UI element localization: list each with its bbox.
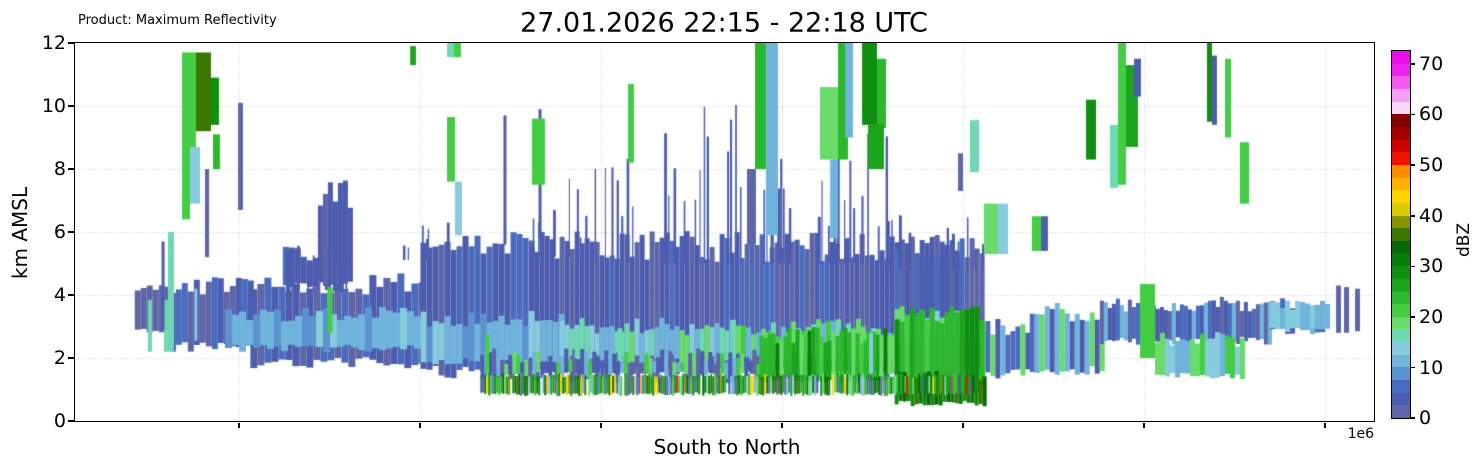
y-tick-mark: [68, 357, 74, 359]
y-tick-label: 10: [41, 95, 66, 117]
colorbar-band: [1392, 113, 1410, 127]
y-tick-mark: [68, 168, 74, 170]
colorbar-band: [1392, 176, 1410, 191]
colorbar-band: [1392, 51, 1410, 64]
y-axis-label: km AMSL: [8, 186, 32, 280]
colorbar-gradient: [1392, 51, 1410, 418]
colorbar-band: [1392, 126, 1410, 140]
colorbar-tick-label: 30: [1419, 255, 1444, 278]
colorbar-tick-label: 0: [1419, 407, 1432, 430]
y-tick-mark: [68, 42, 74, 44]
colorbar-band: [1392, 404, 1410, 418]
colorbar-band: [1392, 366, 1410, 381]
y-tick-label: 0: [53, 410, 66, 432]
colorbar-tick-label: 50: [1419, 154, 1444, 177]
colorbar-tick-mark: [1410, 164, 1415, 166]
colorbar-tick-label: 70: [1419, 52, 1444, 75]
colorbar-band: [1392, 139, 1410, 153]
colorbar-tick-mark: [1410, 265, 1415, 268]
x-tick-mark: [781, 423, 783, 428]
x-tick-mark: [238, 423, 240, 428]
colorbar-band: [1392, 392, 1410, 406]
x-tick-mark: [419, 423, 421, 428]
y-tick-label: 4: [53, 284, 66, 306]
colorbar: [1391, 50, 1411, 419]
colorbar-band: [1392, 265, 1410, 279]
x-tick-mark: [1324, 423, 1326, 428]
colorbar-tick-label: 10: [1419, 356, 1444, 379]
plot-frame: [73, 41, 1375, 422]
colorbar-band: [1392, 101, 1410, 115]
colorbar-band: [1392, 75, 1410, 89]
colorbar-band: [1392, 252, 1410, 267]
product-label: Product: Maximum Reflectivity: [78, 13, 277, 28]
colorbar-band: [1392, 202, 1410, 216]
colorbar-band: [1392, 240, 1410, 254]
y-tick-mark: [68, 231, 74, 233]
colorbar-tick-mark: [1410, 113, 1415, 116]
chart-title: 27.01.2026 22:15 - 22:18 UTC: [520, 7, 928, 39]
colorbar-tick-label: 60: [1419, 103, 1444, 126]
y-tick-label: 8: [53, 158, 66, 180]
y-tick-mark: [68, 420, 74, 422]
x-tick-mark: [600, 423, 602, 428]
colorbar-band: [1392, 189, 1410, 203]
x-axis-offset-label: 1e6: [1347, 426, 1374, 442]
colorbar-band: [1392, 290, 1410, 305]
x-tick-mark: [1143, 423, 1145, 428]
colorbar-tick-label: 20: [1419, 305, 1444, 328]
y-tick-mark: [68, 105, 74, 107]
colorbar-unit-label: dBZ: [1454, 222, 1474, 258]
y-tick-label: 6: [53, 221, 66, 243]
y-tick-label: 2: [53, 347, 66, 369]
colorbar-tick-mark: [1410, 366, 1415, 369]
colorbar-band: [1392, 227, 1410, 241]
colorbar-band: [1392, 354, 1410, 368]
colorbar-band: [1392, 63, 1410, 77]
colorbar-band: [1392, 214, 1410, 229]
colorbar-band: [1392, 278, 1410, 292]
y-tick-label: 12: [41, 32, 66, 54]
colorbar-band: [1392, 151, 1410, 165]
colorbar-tick-mark: [1410, 214, 1415, 217]
colorbar-band: [1392, 328, 1410, 343]
reflectivity-field-canvas: [74, 42, 1374, 421]
colorbar-tick-mark: [1410, 63, 1415, 65]
x-tick-mark: [962, 423, 964, 428]
colorbar-band: [1392, 379, 1410, 393]
colorbar-band: [1392, 164, 1410, 178]
colorbar-tick-mark: [1410, 316, 1415, 318]
colorbar-tick-label: 40: [1419, 204, 1444, 227]
colorbar-band: [1392, 303, 1410, 317]
colorbar-band: [1392, 341, 1410, 355]
x-axis-label: South to North: [653, 435, 801, 459]
colorbar-tick-mark: [1410, 417, 1415, 419]
y-tick-mark: [68, 294, 74, 296]
colorbar-band: [1392, 316, 1410, 330]
colorbar-band: [1392, 88, 1410, 102]
